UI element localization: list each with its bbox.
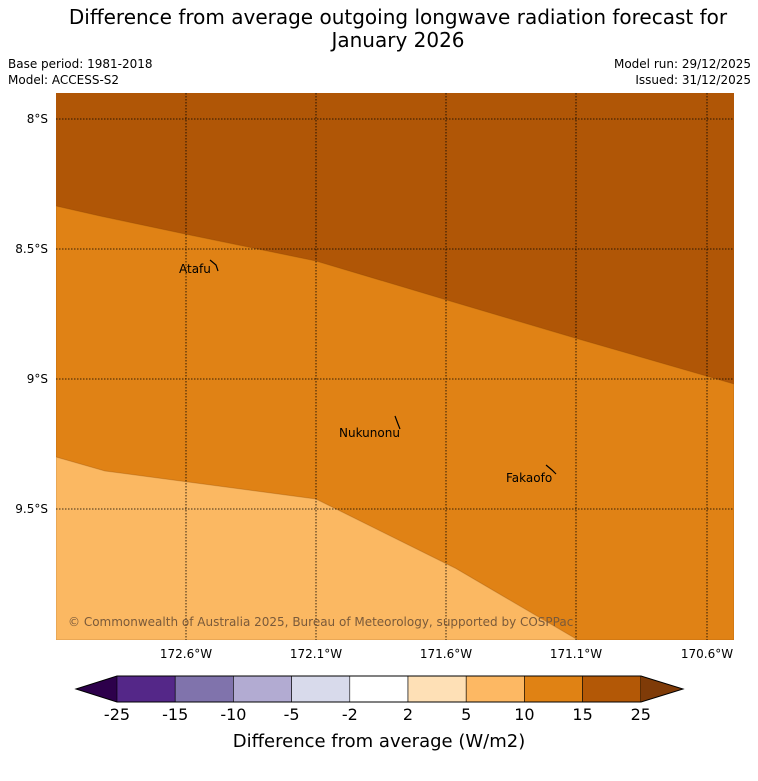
title-line-1: Difference from average outgoing longwav… [68, 5, 728, 29]
lon-label-171-1w: 171.1°W [550, 647, 602, 661]
colorbar-tick-label: 25 [631, 705, 651, 724]
lon-label-172-6w: 172.6°W [160, 647, 212, 661]
colorbar-cell-3 [291, 675, 351, 703]
colorbar-tick-label: 10 [514, 705, 534, 724]
place-nukunonu: Nukunonu [339, 426, 400, 440]
colorbar-tick-label: -10 [220, 705, 246, 724]
colorbar-cell-6 [465, 675, 525, 703]
lon-label-172-1w: 172.1°W [290, 647, 342, 661]
lat-label-9-5s: 9.5°S [15, 502, 48, 516]
chart-title: Difference from average outgoing longwav… [0, 6, 758, 52]
colorbar-cell-1 [174, 675, 234, 703]
colorbar-ticks: -25 -15 -10 -5 -2 2 5 10 15 25 [104, 705, 651, 724]
colorbar-label: Difference from average (W/m2) [233, 731, 525, 752]
colorbar-tick-label: -15 [162, 705, 188, 724]
colorbar-tick-label: 15 [572, 705, 592, 724]
model-name: Model: ACCESS-S2 [8, 73, 120, 87]
lat-axis-labels: 8°S 8.5°S 9°S 9.5°S [15, 112, 48, 516]
graticule [56, 93, 734, 640]
colorbar-cell-0 [116, 675, 176, 703]
fakaofo-outline [545, 464, 557, 475]
forecast-map: Atafu Nukunonu Fakaofo © Commonwealth of… [15, 93, 734, 661]
colorbar-cell-5 [407, 675, 467, 703]
lon-axis-labels: 172.6°W 172.1°W 171.6°W 171.1°W 170.6°W [160, 647, 733, 661]
anomaly-zone-5-10 [56, 456, 579, 640]
map-area: Atafu Nukunonu Fakaofo © Commonwealth of… [56, 93, 734, 640]
lon-label-171-6w: 171.6°W [420, 647, 472, 661]
colorbar-cell-2 [233, 675, 292, 703]
title-line-2: January 2026 [331, 28, 465, 52]
place-fakaofo: Fakaofo [506, 471, 552, 485]
colorbar-tick-label: 2 [403, 705, 413, 724]
colorbar-under-arrow [76, 676, 117, 702]
colorbar-cells [116, 675, 642, 703]
colorbar-cell-4 [349, 675, 409, 703]
colorbar-tick-label: -25 [104, 705, 130, 724]
colorbar-cell-7 [524, 675, 583, 703]
colorbar-outline [74, 675, 685, 703]
atafu-outline [209, 259, 219, 272]
lat-label-9s: 9°S [27, 372, 48, 386]
copyright-notice: © Commonwealth of Australia 2025, Bureau… [68, 615, 573, 629]
meta-right: Model run: 29/12/2025 Issued: 31/12/2025 [614, 56, 751, 88]
nukunonu-outline [394, 415, 401, 430]
colorbar-tick-label: 5 [461, 705, 471, 724]
lat-label-8-5s: 8.5°S [15, 242, 48, 256]
issued-date: Issued: 31/12/2025 [635, 73, 751, 87]
place-atafu: Atafu [179, 262, 211, 276]
colorbar-cell-8 [582, 675, 642, 703]
colorbar-tick-label: -5 [284, 705, 300, 724]
colorbar-over-arrow [641, 676, 683, 702]
model-run: Model run: 29/12/2025 [613, 57, 751, 71]
lat-label-8s: 8°S [27, 112, 48, 126]
colorbar-tick-label: -2 [342, 705, 358, 724]
base-period: Base period: 1981-2018 [8, 57, 153, 71]
meta-left: Base period: 1981-2018 Model: ACCESS-S2 [8, 56, 153, 88]
lon-label-170-6w: 170.6°W [681, 647, 733, 661]
island-outlines [209, 259, 557, 475]
